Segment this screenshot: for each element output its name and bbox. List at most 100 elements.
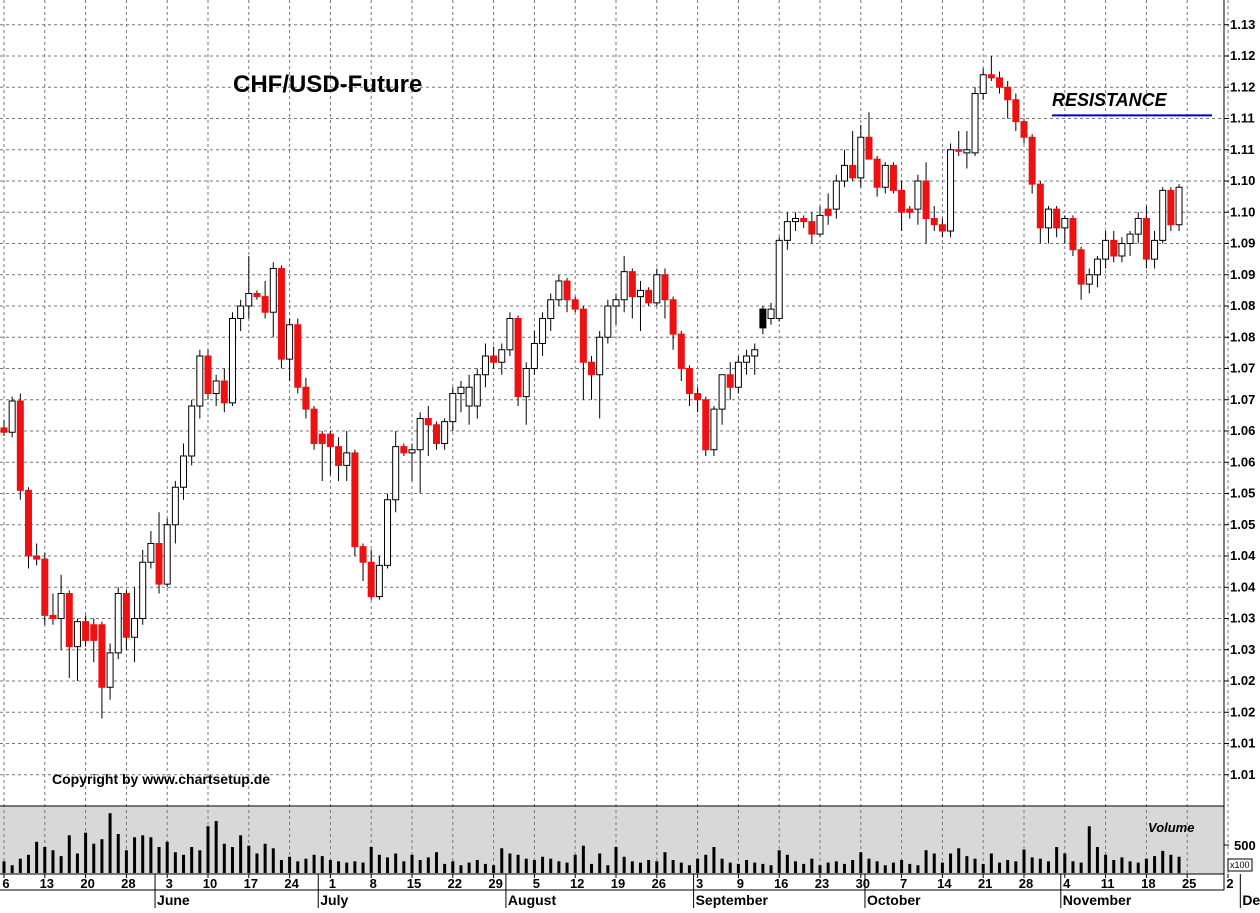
candle <box>702 396 710 456</box>
volume-bar <box>402 861 406 873</box>
volume-bar <box>1112 860 1116 873</box>
volume-bar <box>1071 861 1075 873</box>
candle <box>808 212 816 244</box>
volume-bar <box>826 862 830 873</box>
candle <box>547 293 555 331</box>
volume-bar <box>1169 854 1173 873</box>
volume-bar <box>590 863 594 873</box>
candle-body <box>180 455 188 488</box>
candle-body <box>294 324 302 388</box>
volume-bar <box>549 858 553 873</box>
candle-body <box>343 452 351 466</box>
candle <box>555 274 563 306</box>
volume-bar <box>973 858 977 873</box>
candle-body <box>196 355 204 407</box>
volume-bar <box>475 860 479 873</box>
volume-bar <box>1136 862 1140 873</box>
volume-bar <box>859 852 863 873</box>
volume-bar <box>304 858 308 873</box>
x-tick-label: 29 <box>488 876 502 891</box>
month-label: August <box>508 892 557 908</box>
candle-body <box>498 349 506 363</box>
volume-bar <box>949 853 953 873</box>
candle-body <box>710 408 718 451</box>
volume-bar <box>279 860 283 873</box>
candle-body <box>1036 183 1044 229</box>
candle <box>147 531 155 569</box>
y-tick-label: 1.05 <box>1230 517 1255 532</box>
candle-body <box>506 318 514 351</box>
candle-body <box>73 621 81 648</box>
candle-body <box>775 239 783 319</box>
volume-bar <box>867 858 871 873</box>
volume-bar <box>728 862 732 873</box>
x-tick-label: 20 <box>80 876 94 891</box>
volume-bar <box>1144 858 1148 873</box>
volume-bar <box>500 848 504 873</box>
candle <box>1134 212 1142 244</box>
y-tick-label: 1.10 <box>1230 204 1255 219</box>
resistance-label: RESISTANCE <box>1052 90 1168 110</box>
candle <box>539 312 547 356</box>
candle-body <box>253 293 261 298</box>
candle <box>122 590 130 650</box>
candle-body <box>481 355 489 376</box>
candle <box>840 149 848 188</box>
candle-body <box>857 136 865 179</box>
x-tick-label: 4 <box>1063 876 1071 891</box>
candle <box>710 406 718 456</box>
candle-body <box>571 299 579 310</box>
candle <box>612 293 620 325</box>
candle-body <box>1061 218 1069 229</box>
candle <box>49 593 57 625</box>
candle <box>277 265 285 369</box>
candle-body <box>971 93 979 154</box>
month-label: Decemb <box>1242 892 1260 908</box>
candle <box>449 387 457 431</box>
volume-bar <box>932 853 936 873</box>
candle-body <box>734 361 742 388</box>
candle-body <box>490 355 498 363</box>
candle <box>33 543 41 566</box>
candle-body <box>163 524 171 585</box>
candle-body <box>277 268 285 360</box>
candle-body <box>726 374 734 388</box>
y-tick-label: 1.09 <box>1230 236 1255 251</box>
candle <box>400 443 408 456</box>
candle-body <box>661 274 669 301</box>
candle <box>286 318 294 381</box>
axis-layer: 1.01 1.01 1.02 1.02 1.03 1.03 1.04 1.04 1.05 1.05… <box>0 17 1260 908</box>
y-tick-label: 1.05 <box>1230 486 1255 501</box>
volume-panel <box>0 806 1224 874</box>
candle <box>359 543 367 581</box>
candle-body <box>898 189 906 213</box>
y-tick-label: 1.04 <box>1230 548 1256 563</box>
volume-bar <box>35 841 39 873</box>
candle <box>465 374 473 425</box>
candle <box>261 281 269 319</box>
candle <box>563 277 571 313</box>
volume-bar <box>247 845 251 873</box>
candle <box>571 296 579 313</box>
candle-body <box>424 418 432 426</box>
candle <box>628 268 636 319</box>
volume-bar <box>630 861 634 873</box>
candle-body <box>8 400 16 433</box>
y-tick-label: 1.07 <box>1230 392 1255 407</box>
candle-body <box>824 208 832 216</box>
candle <box>16 393 24 500</box>
volume-bar <box>239 835 243 873</box>
candle <box>955 131 963 156</box>
candle-body <box>1077 249 1085 285</box>
candle-body <box>204 355 212 394</box>
candle <box>1126 231 1134 256</box>
candle-body <box>122 593 130 638</box>
volume-bar <box>712 847 716 873</box>
volume-label: Volume <box>1148 820 1194 835</box>
volume-bar <box>671 860 675 873</box>
volume-bar <box>459 865 463 873</box>
x-tick-label: 26 <box>652 876 666 891</box>
volume-bar <box>940 862 944 873</box>
candle <box>1118 237 1126 263</box>
